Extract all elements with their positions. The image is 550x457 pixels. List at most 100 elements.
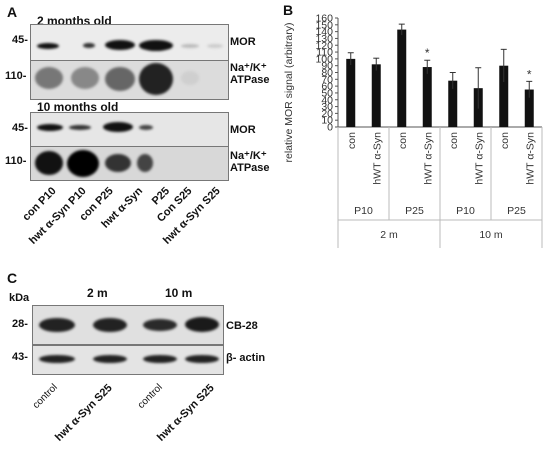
lane-label-control-2: control: [135, 382, 165, 412]
group-label-l2: 2 m: [380, 229, 398, 241]
y-tick-label: 140: [315, 26, 333, 38]
atpase-line1: Na⁺/K⁺: [230, 150, 267, 162]
band: [105, 67, 135, 91]
category-label: hWT α-Syn: [371, 132, 383, 185]
group-label-l1: P10: [456, 205, 475, 217]
y-tick-label: 160: [315, 13, 333, 25]
band: [181, 44, 199, 48]
significance-star: *: [527, 67, 532, 81]
lane-label-hwt-s25-2: hwt α-Syn S25: [154, 382, 217, 444]
band: [71, 67, 99, 89]
band: [207, 44, 223, 48]
y-tick-label: 110: [316, 47, 333, 59]
y-tick-label: 10: [321, 115, 333, 127]
band: [143, 355, 177, 363]
category-label: con: [346, 132, 358, 149]
y-tick-label: 130: [315, 33, 333, 45]
group-label-l2: 10 m: [479, 229, 503, 241]
band: [105, 40, 135, 50]
band: [103, 122, 133, 132]
band: [93, 318, 127, 332]
y-tick-label: 50: [321, 87, 333, 99]
category-label: con: [499, 132, 511, 149]
cb28-label: CB-28: [226, 320, 258, 332]
bar: [422, 67, 432, 127]
bar: [346, 58, 356, 127]
band: [35, 67, 63, 89]
band: [37, 124, 63, 131]
mor-label-top: MOR: [230, 36, 256, 48]
age-label-10m-c: 10 m: [165, 286, 193, 300]
category-label: con: [397, 132, 409, 149]
group-label-l1: P25: [405, 205, 424, 217]
band: [139, 125, 153, 130]
band: [67, 150, 99, 177]
y-tick-label: 0: [327, 122, 333, 134]
significance-star: *: [425, 46, 430, 60]
lane-label-hwt-s25-1: hwt α-Syn S25: [52, 382, 115, 444]
y-tick-label: 90: [321, 60, 333, 72]
band: [139, 63, 173, 95]
atpase-label-top: Na⁺/K⁺ ATPase: [230, 62, 270, 86]
category-label: hWT α-Syn: [422, 132, 434, 185]
lane-label-control-1: control: [30, 382, 60, 412]
marker-28: 28-: [12, 318, 28, 330]
bar: [499, 65, 509, 127]
blot-10m-atpase: [30, 146, 229, 181]
group-label-l1: P25: [507, 205, 526, 217]
kda-label: kDa: [9, 292, 30, 304]
bar: [448, 80, 458, 127]
y-tick-label: 70: [321, 74, 333, 86]
band: [185, 355, 219, 363]
band: [37, 43, 59, 49]
actin-label: β- actin: [226, 352, 266, 364]
bar: [397, 29, 407, 127]
y-axis-label: relative MOR signal (arbitrary): [283, 22, 295, 162]
blot-2m-atpase: [30, 60, 229, 100]
band: [137, 154, 153, 172]
band: [93, 355, 127, 363]
blot-cb28: [32, 305, 224, 345]
bar: [524, 89, 534, 127]
band: [181, 71, 199, 85]
band: [185, 317, 219, 332]
band: [83, 43, 95, 48]
band: [39, 318, 75, 332]
marker-43: 43-: [12, 351, 28, 363]
panel-c-letter: C: [7, 270, 18, 286]
band: [139, 40, 173, 51]
band: [143, 319, 177, 331]
blot-10m-mor: [30, 112, 229, 147]
mor-bar-chart: relative MOR signal (arbitrary) 010203040…: [283, 13, 543, 248]
marker-45-top: 45-: [12, 34, 28, 46]
y-tick-label: 150: [315, 19, 333, 31]
y-tick-label: 80: [321, 67, 333, 79]
atpase-line1: Na⁺/K⁺: [230, 62, 267, 74]
blot-2m-mor: [30, 24, 229, 61]
atpase-label-bottom: Na⁺/K⁺ ATPase: [230, 150, 270, 174]
y-tick-label: 30: [321, 101, 333, 113]
atpase-line2: ATPase: [230, 162, 270, 174]
panel-a-letter: A: [7, 4, 18, 20]
y-tick-label: 40: [321, 94, 333, 106]
band: [69, 125, 91, 130]
category-label: con: [448, 132, 460, 149]
y-tick-label: 60: [321, 81, 333, 93]
age-label-2m-c: 2 m: [87, 286, 108, 300]
category-label: hWT α-Syn: [473, 132, 485, 185]
y-tick-label: 120: [315, 40, 333, 52]
blot-actin: [32, 345, 224, 375]
group-label-l1: P10: [354, 205, 373, 217]
age-label-10-months: 10 months old: [37, 100, 119, 114]
marker-110-top: 110-: [5, 70, 27, 82]
panel-b-letter: B: [283, 2, 294, 18]
band: [35, 151, 63, 175]
band: [105, 154, 131, 172]
atpase-line2: ATPase: [230, 74, 270, 86]
marker-45-bottom: 45-: [12, 122, 28, 134]
mor-label-bottom: MOR: [230, 124, 256, 136]
marker-110-bottom: 110-: [5, 155, 27, 167]
band: [39, 355, 75, 363]
y-tick-label: 100: [315, 53, 333, 65]
y-tick-label: 20: [321, 108, 333, 120]
